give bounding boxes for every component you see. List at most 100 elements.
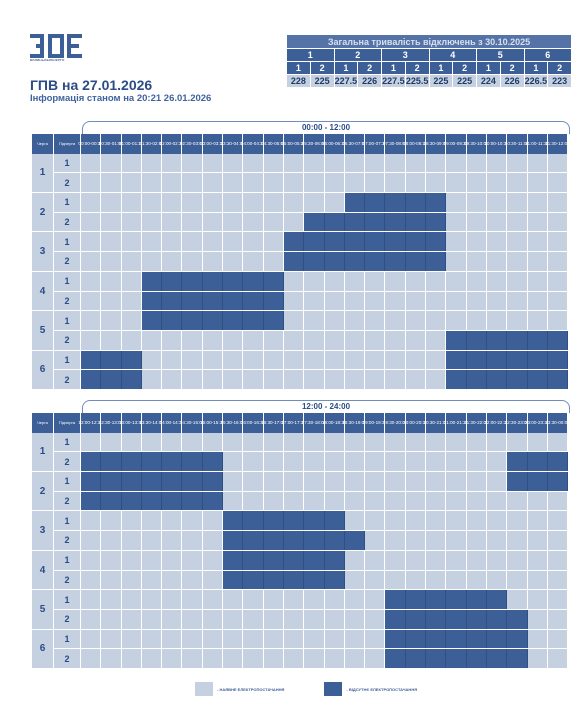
time-slot-header: 13:00- 13:30 [119, 413, 144, 433]
slot-available [486, 232, 508, 252]
slot-outage [426, 252, 447, 271]
slot-available [466, 511, 487, 531]
time-slot-start: 09:30- [464, 141, 478, 147]
time-slot-start: 17:00- [281, 420, 295, 426]
column-header-subqueue: Підчерга [54, 413, 81, 433]
slot-available [365, 432, 386, 452]
slot-available [324, 153, 345, 173]
slot-outage [141, 452, 163, 472]
time-slot-header: 05:30- 06:00 [302, 134, 326, 154]
slot-available [405, 330, 427, 350]
time-slot-header: 08:30- 09:00 [423, 134, 448, 154]
slot-outage [365, 232, 386, 252]
slot-available [405, 570, 427, 590]
slot-available [446, 173, 467, 193]
slot-outage [243, 531, 264, 550]
slot-available [344, 570, 366, 590]
slot-available [182, 629, 203, 649]
slot-available [263, 350, 284, 370]
summary-subqueue: 2 [404, 61, 430, 75]
slot-available [446, 193, 467, 212]
slot-available [283, 153, 305, 173]
slot-available [182, 649, 203, 668]
slot-outage [101, 452, 122, 472]
slot-available [527, 252, 548, 271]
slot-available [141, 370, 163, 389]
slot-available [263, 590, 284, 609]
queue-number: 6 [32, 629, 54, 668]
time-slot-end: 21:30 [456, 420, 469, 426]
slot-available [243, 153, 264, 173]
slot-outage [507, 629, 528, 649]
time-slot-header: 18:30- 19:00 [342, 413, 367, 433]
slot-outage [426, 629, 447, 649]
slot-available [182, 590, 203, 609]
time-slot-header: 01:00- 01:30 [119, 134, 144, 154]
time-slot-header: 17:00- 17:30 [281, 413, 306, 433]
slot-available [486, 570, 508, 590]
slot-available [263, 252, 284, 271]
slot-available [283, 452, 305, 472]
slot-available [446, 550, 467, 570]
slot-available [446, 291, 467, 311]
time-slot-start: 07:00- [362, 141, 376, 147]
slot-available [141, 330, 163, 350]
slot-available [344, 153, 366, 173]
time-slot-start: 03:30- [220, 141, 234, 147]
slot-outage [385, 193, 406, 212]
slot-available [182, 609, 203, 629]
slot-available [405, 291, 427, 311]
slot-outage [283, 570, 305, 590]
time-slot-end: 22:30 [497, 420, 509, 426]
slot-available [202, 173, 224, 193]
time-slot-header: 04:00- 04:30 [240, 134, 265, 154]
slot-outage [182, 291, 203, 311]
slot-outage [507, 350, 528, 370]
summary-value: 225 [452, 74, 477, 88]
slot-outage [486, 649, 508, 668]
slot-available [304, 629, 325, 649]
slot-available [304, 193, 325, 212]
slot-available [283, 590, 305, 609]
slot-available [446, 491, 467, 511]
slot-available [202, 193, 224, 212]
slot-available [141, 153, 163, 173]
slot-available [202, 550, 224, 570]
slot-available [466, 311, 487, 330]
time-slot-start: 04:30- [261, 141, 275, 147]
slot-outage [344, 232, 366, 252]
subqueue-number: 2 [54, 491, 81, 511]
slot-available [507, 432, 528, 452]
summary-subqueue: 1 [476, 61, 501, 75]
subqueue-number: 2 [54, 173, 81, 193]
summary-value: 223 [547, 74, 572, 88]
slot-outage [426, 193, 447, 212]
time-slot-start: 04:00- [240, 141, 254, 147]
slot-available [405, 153, 427, 173]
slot-available [324, 609, 345, 629]
slot-available [385, 531, 406, 550]
slot-available [243, 232, 264, 252]
slot-available [182, 212, 203, 232]
slot-outage [283, 232, 305, 252]
time-slot-end: 07:00 [355, 141, 367, 147]
slot-available [365, 311, 386, 330]
slot-available [547, 212, 569, 232]
slot-outage [141, 491, 163, 511]
time-slot-start: 03:00- [200, 141, 214, 147]
time-slot-header: 19:30- 20:00 [383, 413, 407, 433]
time-slot-header: 18:00- 18:30 [322, 413, 346, 433]
summary-value: 227.5 [381, 74, 406, 88]
slot-available [141, 629, 163, 649]
slot-available [344, 491, 366, 511]
slot-available [426, 531, 447, 550]
time-slot-start: 12:30- [98, 420, 112, 426]
slot-available [547, 252, 569, 271]
slot-available [385, 370, 406, 389]
slot-available [162, 193, 183, 212]
slot-available [446, 252, 467, 271]
slot-available [162, 173, 183, 193]
queue-number: 4 [32, 271, 54, 311]
slot-available [365, 271, 386, 291]
slot-available [101, 153, 122, 173]
